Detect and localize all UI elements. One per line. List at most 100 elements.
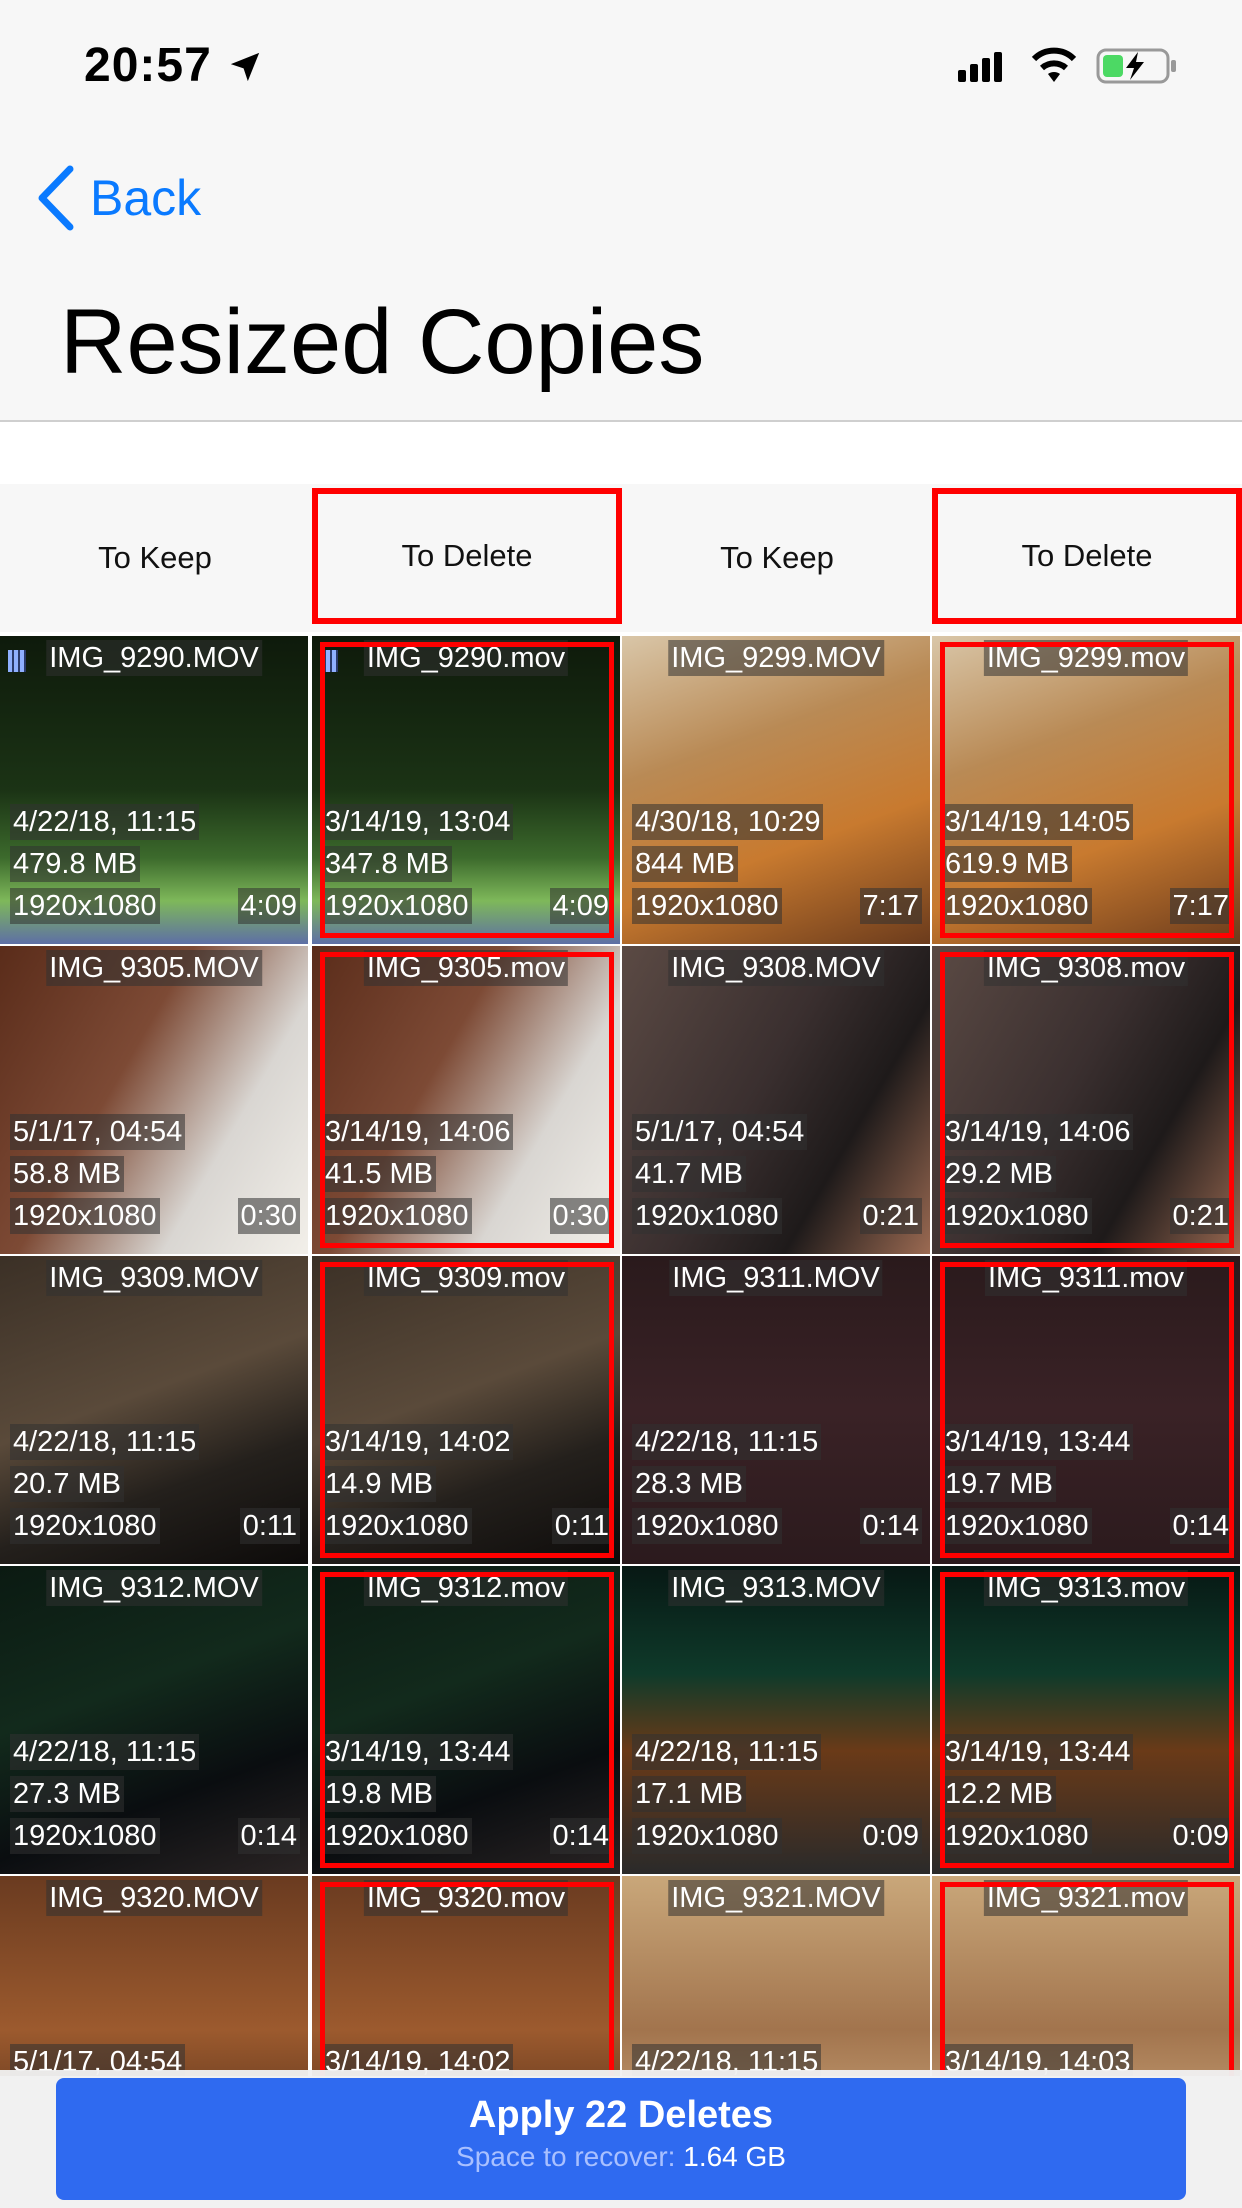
file-size: 58.8 MB [10,1156,124,1192]
location-arrow-icon [230,52,260,82]
video-thumbnail-to-delete[interactable]: IMG_9312.mov 3/14/19, 13:44 19.8 MB 1920x10… [312,1566,620,1874]
capture-date: 5/1/17, 04:54 [10,1114,186,1150]
capture-date: 5/1/17, 04:54 [632,1114,808,1150]
resolution: 1920x1080 [632,1198,782,1234]
video-thumbnail-to-keep[interactable]: IMG_9290.MOV 4/22/18, 11:15 479.8 MB 1920x1… [0,636,308,944]
resolution: 1920x1080 [322,1508,472,1544]
file-name: IMG_9321.MOV [668,1880,884,1916]
duration: 0:14 [549,1818,612,1854]
duration: 0:11 [551,1508,612,1544]
file-name: IMG_9290.MOV [46,640,262,676]
status-time: 20:57 [84,39,212,92]
file-size: 14.9 MB [322,1466,436,1502]
video-thumbnail-to-delete[interactable]: IMG_9320.mov 3/14/19, 14:02 [312,1876,620,2076]
duration: 7:17 [859,888,922,924]
space-to-recover-value: 1.64 GB [683,2141,786,2172]
column-header-delete[interactable]: To Delete [932,488,1242,624]
resolution: 1920x1080 [632,1508,782,1544]
space-to-recover-label: Space to recover: [456,2141,676,2172]
file-size: 347.8 MB [322,846,453,882]
resolution: 1920x1080 [322,1198,472,1234]
column-header-delete[interactable]: To Delete [312,488,622,624]
capture-date: 4/22/18, 11:15 [10,1424,200,1460]
video-thumbnail-to-keep[interactable]: IMG_9305.MOV 5/1/17, 04:54 58.8 MB 1920x108… [0,946,308,1254]
duration: 0:11 [239,1508,300,1544]
video-thumbnail-to-keep[interactable]: IMG_9299.MOV 4/30/18, 10:29 844 MB 1920x108… [622,636,930,944]
capture-date: 3/14/19, 13:44 [942,1734,1134,1770]
file-size: 619.9 MB [942,846,1073,882]
file-size: 844 MB [632,846,738,882]
file-name: IMG_9309.MOV [46,1260,262,1296]
duration: 0:09 [1169,1818,1232,1854]
navigation-bar: Back Resized Copies [0,132,1242,422]
film-icon [8,650,26,672]
duration: 0:09 [859,1818,922,1854]
video-thumbnail-to-keep[interactable]: IMG_9320.MOV 5/1/17, 04:54 [0,1876,308,2076]
video-thumbnail-to-delete[interactable]: IMG_9305.mov 3/14/19, 14:06 41.5 MB 1920x10… [312,946,620,1254]
video-thumbnail-to-delete[interactable]: IMG_9308.mov 3/14/19, 14:06 29.2 MB 1920x10… [932,946,1240,1254]
duration: 0:14 [859,1508,922,1544]
resolution: 1920x1080 [942,1198,1092,1234]
file-name: IMG_9320.MOV [46,1880,262,1916]
resolution: 1920x1080 [942,1508,1092,1544]
video-thumbnail-to-keep[interactable]: IMG_9311.MOV 4/22/18, 11:15 28.3 MB 1920x10… [622,1256,930,1564]
file-size: 479.8 MB [10,846,141,882]
file-name: IMG_9321.mov [983,1880,1189,1916]
resolution: 1920x1080 [10,1508,160,1544]
column-header-keep[interactable]: To Keep [98,540,212,575]
page-title: Resized Copies [60,291,705,393]
video-thumbnail-to-keep[interactable]: IMG_9312.MOV 4/22/18, 11:15 27.3 MB 1920x10… [0,1566,308,1874]
file-size: 41.7 MB [632,1156,746,1192]
file-name: IMG_9290.mov [363,640,569,676]
battery-charging-icon [1096,48,1176,84]
film-icon [320,650,338,672]
duration: 0:14 [237,1818,300,1854]
duration: 7:17 [1169,888,1232,924]
video-thumbnail-to-keep[interactable]: IMG_9313.MOV 4/22/18, 11:15 17.1 MB 1920x10… [622,1566,930,1874]
column-header-keep[interactable]: To Keep [720,540,834,575]
video-thumbnail-to-delete[interactable]: IMG_9299.mov 3/14/19, 14:05 619.9 MB 1920x1… [932,636,1240,944]
capture-date: 3/14/19, 14:06 [322,1114,514,1150]
capture-date: 3/14/19, 14:02 [322,1424,514,1460]
video-grid: IMG_9290.MOV 4/22/18, 11:15 479.8 MB 1920x1… [0,636,1242,2076]
video-thumbnail-to-delete[interactable]: IMG_9311.mov 3/14/19, 13:44 19.7 MB 1920x10… [932,1256,1240,1564]
file-name: IMG_9309.mov [363,1260,569,1296]
capture-date: 4/22/18, 11:15 [10,1734,200,1770]
file-size: 17.1 MB [632,1776,746,1812]
capture-date: 3/14/19, 14:06 [942,1114,1134,1150]
file-name: IMG_9308.mov [983,950,1189,986]
video-thumbnail-to-keep[interactable]: IMG_9308.MOV 5/1/17, 04:54 41.7 MB 1920x108… [622,946,930,1254]
video-thumbnail-to-delete[interactable]: IMG_9321.mov 3/14/19, 14:03 [932,1876,1240,2076]
video-thumbnail-to-keep[interactable]: IMG_9309.MOV 4/22/18, 11:15 20.7 MB 1920x10… [0,1256,308,1564]
file-name: IMG_9305.MOV [46,950,262,986]
resolution: 1920x1080 [10,1198,160,1234]
video-thumbnail-to-delete[interactable]: IMG_9309.mov 3/14/19, 14:02 14.9 MB 1920x10… [312,1256,620,1564]
back-label: Back [90,170,202,226]
file-name: IMG_9312.mov [363,1570,569,1606]
capture-date: 4/22/18, 11:15 [632,1734,822,1770]
file-name: IMG_9299.MOV [668,640,884,676]
resolution: 1920x1080 [942,1818,1092,1854]
back-button[interactable]: Back [36,158,201,238]
file-size: 20.7 MB [10,1466,124,1502]
file-name: IMG_9299.mov [983,640,1189,676]
resolution: 1920x1080 [632,888,782,924]
file-name: IMG_9311.MOV [669,1260,883,1296]
apply-deletes-button[interactable]: Apply 22 Deletes Space to recover: 1.64 … [56,2078,1186,2200]
column-header-row: To Keep To Delete To Keep To Delete [0,484,1242,632]
duration: 0:30 [237,1198,300,1234]
file-size: 27.3 MB [10,1776,124,1812]
bottom-bar: Apply 22 Deletes Space to recover: 1.64 … [0,2070,1242,2208]
video-thumbnail-to-delete[interactable]: IMG_9313.mov 3/14/19, 13:44 12.2 MB 1920x10… [932,1566,1240,1874]
file-name: IMG_9312.MOV [46,1570,262,1606]
capture-date: 4/30/18, 10:29 [632,804,824,840]
video-thumbnail-to-delete[interactable]: IMG_9290.mov 3/14/19, 13:04 347.8 MB 1920x1… [312,636,620,944]
video-thumbnail-to-keep[interactable]: IMG_9321.MOV 4/22/18, 11:15 [622,1876,930,2076]
capture-date: 3/14/19, 13:44 [942,1424,1134,1460]
capture-date: 4/22/18, 11:15 [632,1424,822,1460]
status-bar: 20:57 [0,0,1242,132]
file-size: 41.5 MB [322,1156,436,1192]
duration: 4:09 [549,888,612,924]
cellular-signal-icon [958,52,1002,82]
file-size: 28.3 MB [632,1466,746,1502]
